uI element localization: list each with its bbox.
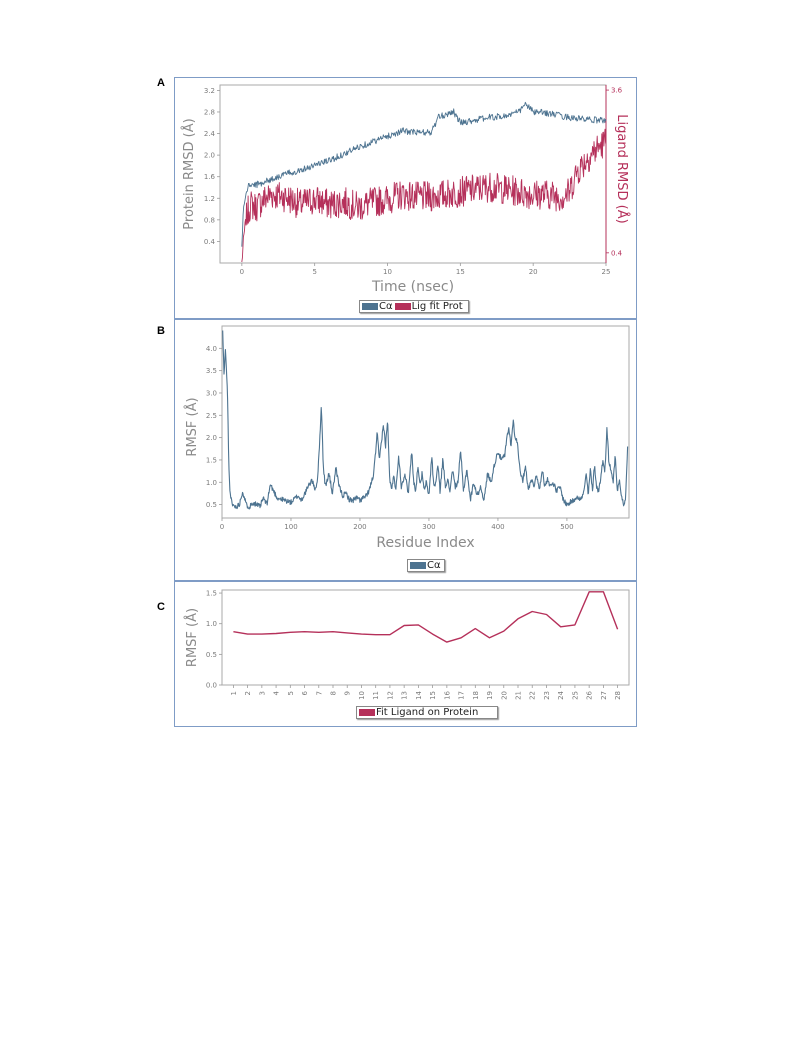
x-axis-tick-label: 7 [315, 691, 323, 695]
x-axis-label: Time (nsec) [371, 279, 454, 295]
panel-c: 0.0 0.5 1.0 1.5 1 2 3 4 5 6 7 8 9 10 11 12 13 14 15 16 17 18 1… [174, 581, 637, 727]
legend-a: Cα Lig fit Prot [359, 300, 469, 313]
y-axis-tick-label: 1.0 [206, 620, 217, 628]
x-axis-tick-label: 9 [344, 691, 352, 695]
y-axis-left-tick-label: 0.4 [204, 238, 216, 246]
x-axis-tick-label: 12 [386, 691, 394, 700]
y-axis-tick-label: 1.0 [206, 479, 217, 487]
x-axis-tick-label: 28 [614, 691, 622, 700]
x-axis-tick-label: 4 [273, 690, 281, 695]
x-axis-tick-label: 21 [515, 691, 523, 700]
y-axis-right-tick-label: 3.6 [611, 87, 623, 95]
x-axis-tick-label: 24 [557, 690, 565, 699]
legend-swatch-ligand [359, 709, 375, 716]
x-axis-tick-label: 26 [586, 690, 594, 699]
x-axis-tick-label: 5 [312, 268, 316, 276]
x-axis-tick-label: 20 [500, 691, 508, 700]
x-axis-tick-label: 5 [287, 691, 295, 695]
series-line-ca [241, 101, 607, 247]
x-axis-tick-label: 500 [560, 523, 573, 531]
panel-b: 0.5 1.0 1.5 2.0 2.5 3.0 3.5 4.0 0 100 200 300 400 500… [174, 319, 637, 581]
x-axis-label: Residue Index [376, 535, 474, 551]
y-axis-left-tick-label: 3.2 [204, 87, 215, 95]
legend-label-ca: Cα [379, 301, 393, 312]
y-axis-tick-label: 2.5 [206, 412, 217, 420]
y-axis-tick-label: 3.5 [206, 367, 217, 375]
x-axis-tick-label: 22 [529, 691, 537, 700]
legend-label-lig-fit-prot: Lig fit Prot [411, 301, 463, 312]
plot-area-frame [219, 84, 607, 264]
y-axis-label-right: Ligand RMSD (Å) [614, 114, 630, 223]
x-axis-tick-label: 17 [458, 691, 466, 700]
rmsf-ligand-chart: 0.00.51.01.51 2 3 4 5 6 7 8 9 10 11 12 13 14 15 16 17 18 1… [184, 589, 630, 700]
y-axis-left-tick-label: 2.0 [204, 152, 215, 160]
y-axis-tick-label: 0.0 [206, 682, 217, 690]
plot-area-frame [221, 589, 630, 686]
x-axis-tick-label: 14 [415, 690, 423, 699]
y-axis-label-left: Protein RMSD (Å) [181, 118, 197, 229]
x-axis-tick-label: 19 [486, 691, 494, 700]
x-axis-tick-label: 10 [358, 691, 366, 700]
x-axis-tick-label: 300 [422, 523, 435, 531]
x-axis-tick-label: 0 [220, 523, 224, 531]
x-axis-tick-label: 13 [401, 691, 409, 700]
x-axis-tick-label: 2 [244, 691, 252, 695]
legend-c: Fit Ligand on Protein [356, 706, 498, 719]
x-axis-tick-label: 1 [230, 691, 238, 695]
y-axis-label: RMSF (Å) [184, 608, 200, 667]
y-axis-tick-label: 0.5 [206, 501, 217, 509]
y-axis-left-tick-label: 1.2 [204, 195, 215, 203]
legend-b: Cα [407, 559, 445, 572]
x-axis-tick-label: 20 [529, 268, 538, 276]
y-axis-left-tick-label: 0.8 [204, 216, 215, 224]
x-axis-tick-label: 15 [429, 691, 437, 700]
x-axis-tick-label: 25 [571, 691, 579, 700]
legend-swatch-ligand [394, 303, 411, 310]
y-axis-tick-label: 1.5 [206, 456, 217, 464]
x-axis-tick-label: 6 [301, 690, 309, 695]
y-axis-label: RMSF (Å) [184, 397, 200, 456]
x-axis-tick-label: 11 [372, 691, 380, 700]
legend-swatch-protein [362, 303, 378, 310]
panel-letter-c: C [157, 601, 165, 613]
legend-label-fit-ligand: Fit Ligand on Protein [376, 707, 479, 718]
x-axis-tick-label: 25 [602, 268, 611, 276]
legend-label-ca: Cα [427, 560, 441, 571]
x-axis-tick-label: 10 [383, 268, 392, 276]
y-axis-left-tick-label: 2.8 [204, 108, 215, 116]
panel-letter-a: A [157, 77, 165, 89]
series-line-fit-ligand [233, 591, 619, 643]
x-axis-tick-label: 23 [543, 691, 551, 700]
legend-swatch-protein [410, 562, 426, 569]
x-axis-tick-label: 8 [330, 691, 338, 695]
panel-letter-b: B [157, 325, 165, 337]
plot-area-frame [221, 325, 630, 519]
rmsd-chart: 0.4 0.8 1.2 1.6 2.0 2.4 2.8 3.2 0 5 10 15 20 25 0.4 3.6… [181, 84, 630, 295]
series-line-lig-fit-prot [241, 128, 607, 263]
y-axis-tick-label: 4.0 [206, 345, 217, 353]
y-axis-tick-label: 0.5 [206, 651, 217, 659]
x-axis-tick-label: 0 [240, 268, 244, 276]
x-axis-tick-label: 16 [443, 690, 451, 699]
y-axis-tick-label: 3.0 [206, 389, 217, 397]
x-axis-tick-label: 18 [472, 691, 480, 700]
x-axis-tick-label: 15 [456, 268, 465, 276]
rmsf-residue-chart: 0.5 1.0 1.5 2.0 2.5 3.0 3.5 4.0 0 100 200 300 400 500… [184, 325, 630, 551]
y-axis-left-tick-label: 2.4 [204, 130, 216, 138]
x-axis-tick-label: 3 [258, 691, 266, 695]
y-axis-right-tick-label: 0.4 [611, 249, 623, 257]
x-axis-tick-label: 400 [491, 523, 504, 531]
series-line-ca [222, 330, 629, 510]
x-axis-tick-label: 200 [353, 523, 366, 531]
y-axis-tick-label: 2.0 [206, 434, 217, 442]
x-axis-tick-label: 100 [284, 523, 297, 531]
y-axis-tick-label: 1.5 [206, 590, 217, 598]
y-axis-left-tick-label: 1.6 [204, 173, 216, 181]
x-axis-tick-label: 27 [600, 691, 608, 700]
panel-a: 0.4 0.8 1.2 1.6 2.0 2.4 2.8 3.2 0 5 10 15 20 25 0.4 3.6… [174, 77, 637, 319]
